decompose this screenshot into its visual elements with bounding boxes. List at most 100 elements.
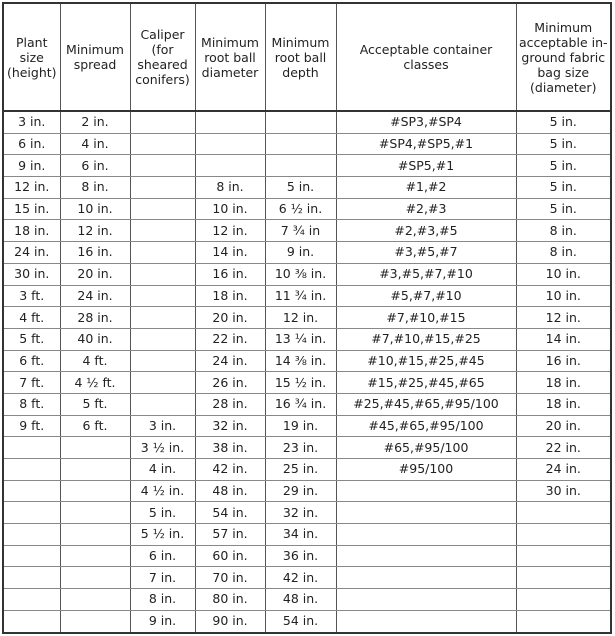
cell-container-classes: #2,#3: [335, 198, 517, 221]
cell-container-classes: #25,#45,#65,#95/100: [335, 393, 517, 416]
table-row: 6 in. 4 in. #SP4,#SP5,#1 5 in.: [2, 133, 612, 156]
cell-plant-size: 4 ft.: [2, 306, 61, 329]
cell-caliper: 7 in.: [129, 566, 196, 590]
cell-fabric-bag-size: 14 in.: [515, 328, 612, 351]
header-root-ball-depth: Minimum root ball depth: [264, 2, 337, 112]
table-row: 5 in. 54 in. 32 in.: [2, 501, 612, 525]
cell-caliper: [129, 219, 196, 243]
cell-root-ball-diameter: 26 in.: [194, 371, 266, 394]
cell-plant-size: [2, 501, 61, 525]
cell-fabric-bag-size: 5 in.: [515, 198, 612, 221]
header-row: Plant size (height) Minimum spread Caliper…: [2, 2, 612, 112]
table-row: 3 in. 2 in. #SP3,#SP4 5 in.: [2, 111, 612, 134]
cell-root-ball-diameter: 90 in.: [194, 610, 266, 634]
cell-root-ball-diameter: 22 in.: [194, 328, 266, 351]
cell-fabric-bag-size: 16 in.: [515, 350, 612, 373]
cell-fabric-bag-size: 5 in.: [515, 133, 612, 156]
cell-container-classes: #5,#7,#10: [335, 285, 517, 308]
table-row: 5 ½ in. 57 in. 34 in.: [2, 523, 612, 546]
cell-minimum-spread: [59, 436, 131, 459]
cell-root-ball-diameter: 24 in.: [194, 350, 266, 373]
cell-minimum-spread: 4 ½ ft.: [59, 371, 131, 394]
cell-root-ball-depth: 16 ¾ in.: [264, 393, 337, 416]
cell-minimum-spread: [59, 545, 131, 568]
cell-caliper: 3 in.: [129, 415, 196, 438]
table-row: 9 in. 6 in. #SP5,#1 5 in.: [2, 154, 612, 178]
cell-caliper: 8 in.: [129, 588, 196, 611]
cell-minimum-spread: [59, 480, 131, 503]
cell-plant-size: [2, 610, 61, 634]
cell-fabric-bag-size: 10 in.: [515, 285, 612, 308]
cell-caliper: [129, 263, 196, 286]
cell-container-classes: [335, 610, 517, 634]
cell-container-classes: #1,#2: [335, 176, 517, 199]
cell-container-classes: #SP4,#SP5,#1: [335, 133, 517, 156]
cell-fabric-bag-size: 24 in.: [515, 458, 612, 481]
cell-fabric-bag-size: 12 in.: [515, 306, 612, 329]
cell-caliper: [129, 306, 196, 329]
cell-root-ball-depth: 25 in.: [264, 458, 337, 481]
cell-root-ball-diameter: 57 in.: [194, 523, 266, 546]
cell-plant-size: [2, 545, 61, 568]
cell-container-classes: [335, 545, 517, 568]
cell-root-ball-diameter: [194, 111, 266, 134]
cell-fabric-bag-size: 8 in.: [515, 241, 612, 264]
cell-fabric-bag-size: 18 in.: [515, 393, 612, 416]
header-plant-size: Plant size (height): [2, 2, 61, 112]
cell-root-ball-diameter: 8 in.: [194, 176, 266, 199]
table-row: 3 ft. 24 in. 18 in. 11 ¾ in. #5,#7,#10 10 in.: [2, 285, 612, 308]
cell-plant-size: 9 ft.: [2, 415, 61, 438]
cell-caliper: 4 in.: [129, 458, 196, 481]
cell-root-ball-depth: 34 in.: [264, 523, 337, 546]
cell-container-classes: #SP3,#SP4: [335, 111, 517, 134]
cell-plant-size: [2, 588, 61, 611]
table-row: 7 in. 70 in. 42 in.: [2, 566, 612, 590]
cell-root-ball-depth: [264, 133, 337, 156]
cell-plant-size: 5 ft.: [2, 328, 61, 351]
cell-root-ball-diameter: 32 in.: [194, 415, 266, 438]
cell-fabric-bag-size: [515, 566, 612, 590]
cell-container-classes: #3,#5,#7,#10: [335, 263, 517, 286]
cell-caliper: [129, 111, 196, 134]
cell-root-ball-diameter: 60 in.: [194, 545, 266, 568]
cell-minimum-spread: 24 in.: [59, 285, 131, 308]
cell-root-ball-depth: [264, 154, 337, 178]
cell-plant-size: 24 in.: [2, 241, 61, 264]
cell-plant-size: 6 in.: [2, 133, 61, 156]
cell-minimum-spread: 6 in.: [59, 154, 131, 178]
cell-plant-size: [2, 523, 61, 546]
cell-plant-size: 9 in.: [2, 154, 61, 178]
cell-caliper: 5 ½ in.: [129, 523, 196, 546]
cell-caliper: [129, 285, 196, 308]
cell-fabric-bag-size: [515, 545, 612, 568]
cell-root-ball-depth: 10 ⅜ in.: [264, 263, 337, 286]
cell-minimum-spread: 8 in.: [59, 176, 131, 199]
cell-fabric-bag-size: 5 in.: [515, 111, 612, 134]
cell-root-ball-diameter: 80 in.: [194, 588, 266, 611]
header-root-ball-diameter: Minimum root ball diameter: [194, 2, 266, 112]
cell-container-classes: #15,#25,#45,#65: [335, 371, 517, 394]
cell-root-ball-depth: 11 ¾ in.: [264, 285, 337, 308]
cell-fabric-bag-size: [515, 501, 612, 525]
cell-container-classes: #7,#10,#15: [335, 306, 517, 329]
cell-container-classes: #65,#95/100: [335, 436, 517, 459]
cell-fabric-bag-size: 30 in.: [515, 480, 612, 503]
cell-root-ball-depth: 42 in.: [264, 566, 337, 590]
table-row: 4 ½ in. 48 in. 29 in. 30 in.: [2, 480, 612, 503]
cell-root-ball-depth: 6 ½ in.: [264, 198, 337, 221]
table-row: 9 in. 90 in. 54 in.: [2, 610, 612, 634]
cell-caliper: 6 in.: [129, 545, 196, 568]
cell-fabric-bag-size: [515, 523, 612, 546]
cell-minimum-spread: 10 in.: [59, 198, 131, 221]
cell-root-ball-diameter: 48 in.: [194, 480, 266, 503]
cell-container-classes: #95/100: [335, 458, 517, 481]
cell-plant-size: 8 ft.: [2, 393, 61, 416]
cell-caliper: 5 in.: [129, 501, 196, 525]
cell-root-ball-depth: 14 ⅜ in.: [264, 350, 337, 373]
cell-root-ball-depth: 36 in.: [264, 545, 337, 568]
cell-root-ball-depth: 19 in.: [264, 415, 337, 438]
header-fabric-bag-size: Minimum acceptable in-ground fabric bag …: [515, 2, 612, 112]
table-row: 9 ft. 6 ft. 3 in. 32 in. 19 in. #45,#65,#95/1…: [2, 415, 612, 438]
cell-root-ball-depth: 9 in.: [264, 241, 337, 264]
